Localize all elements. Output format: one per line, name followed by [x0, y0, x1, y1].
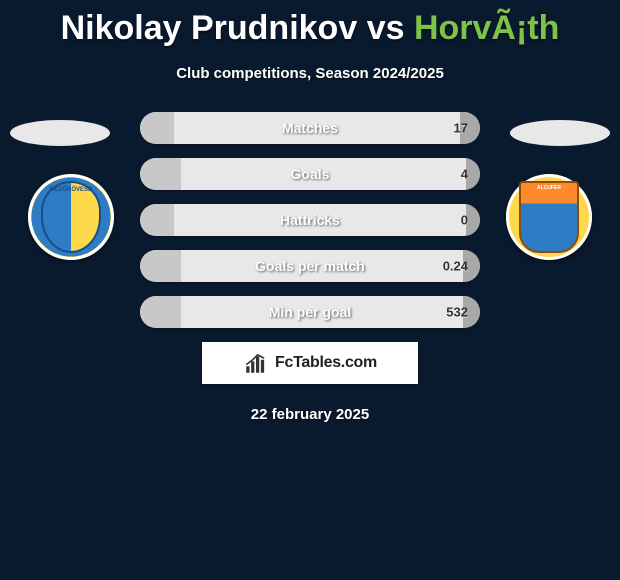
logo-text: FcTables.com: [275, 354, 377, 372]
stat-value-right: 4: [461, 167, 468, 182]
right-name-pill: [510, 120, 610, 146]
bar-chart-icon: [243, 350, 269, 376]
stats-area: Matches 17 Goals 4 Hattricks 0 Goals per match…: [0, 112, 620, 423]
stat-fill-right: [466, 158, 480, 190]
stat-value-right: 17: [454, 121, 468, 136]
stat-rows: Matches 17 Goals 4 Hattricks 0 Goals per match…: [140, 112, 480, 328]
stat-value-right: 532: [446, 305, 468, 320]
stat-fill-left: [140, 296, 181, 328]
title-player2: HorvÃ¡th: [414, 9, 559, 47]
title-vs: vs: [367, 9, 405, 47]
stat-label: Min per goal: [269, 304, 351, 320]
stat-row: Min per goal 532: [140, 296, 480, 328]
stat-fill-left: [140, 158, 181, 190]
stat-row: Goals per match 0.24: [140, 250, 480, 282]
stat-fill-left: [140, 112, 174, 144]
title-player1: Nikolay Prudnikov: [61, 9, 358, 47]
date: 22 february 2025: [0, 406, 620, 423]
right-club-crest: [506, 174, 592, 260]
left-name-pill: [10, 120, 110, 146]
left-crest-inner: [41, 181, 101, 253]
stat-row: Goals 4: [140, 158, 480, 190]
stat-row: Hattricks 0: [140, 204, 480, 236]
stat-label: Hattricks: [280, 212, 340, 228]
stat-label: Goals: [291, 166, 330, 182]
stat-row: Matches 17: [140, 112, 480, 144]
subtitle: Club competitions, Season 2024/2025: [0, 65, 620, 82]
stat-label: Goals per match: [255, 258, 365, 274]
page-title: Nikolay Prudnikov vs HorvÃ¡th: [0, 0, 620, 47]
logo-box[interactable]: FcTables.com: [202, 342, 418, 384]
stat-fill-left: [140, 204, 174, 236]
stat-value-right: 0: [461, 213, 468, 228]
right-crest-inner: [519, 181, 579, 253]
left-club-crest: [28, 174, 114, 260]
stat-fill-left: [140, 250, 181, 282]
stat-fill-right: [466, 204, 480, 236]
stat-label: Matches: [282, 120, 338, 136]
stat-value-right: 0.24: [443, 259, 468, 274]
